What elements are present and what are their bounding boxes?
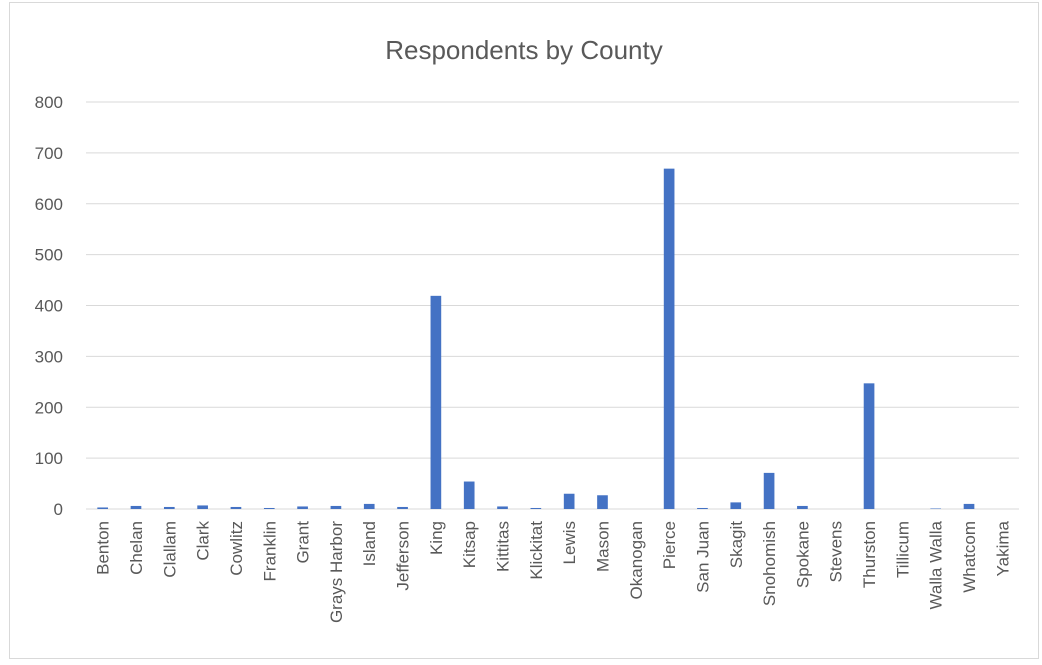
x-tick-label: Franklin [260, 521, 279, 581]
x-tick-label: Yakima [993, 520, 1012, 576]
x-tick-label: Whatcom [960, 521, 979, 593]
bar-island [363, 503, 375, 509]
bar-clark [197, 505, 208, 509]
x-tick-label: Skagit [727, 521, 746, 569]
bar-chelan [130, 505, 142, 509]
chart-title: Respondents by County [385, 35, 663, 65]
y-tick-label: 200 [35, 398, 63, 417]
x-tick-label: Cowlitz [227, 521, 246, 576]
bar-clallam [163, 506, 175, 509]
x-tick-label: Walla Walla [927, 520, 946, 609]
bar-san-juan [697, 507, 708, 509]
bar-franklin [263, 507, 275, 509]
x-tick-label: Tillicum [893, 521, 912, 578]
x-tick-label: Pierce [660, 521, 679, 569]
bars [97, 168, 975, 510]
y-tick-label: 300 [35, 347, 63, 366]
y-tick-label: 0 [54, 500, 63, 519]
x-tick-label: Island [360, 521, 379, 566]
x-tick-label: Klickitat [527, 521, 546, 580]
bar-thurston [863, 383, 875, 509]
x-tick-label: Benton [94, 521, 113, 575]
y-tick-label: 800 [35, 93, 63, 112]
y-tick-label: 600 [35, 195, 63, 214]
bar-spokane [797, 505, 808, 509]
x-tick-label: Clallam [160, 521, 179, 578]
x-tick-label: Kittitas [494, 521, 513, 572]
x-tick-label: San Juan [693, 521, 712, 593]
y-tick-label: 100 [35, 449, 63, 468]
x-tick-label: Chelan [127, 521, 146, 575]
bar-benton [97, 507, 108, 509]
x-tick-label: Spokane [793, 521, 812, 588]
bar-grays-harbor [330, 505, 342, 509]
chart-frame: Respondents by County 0 100 200 300 400 500 60… [9, 2, 1039, 659]
y-tick-label: 400 [35, 297, 63, 316]
x-tick-label: Lewis [560, 521, 579, 564]
bar-kitsap [463, 481, 475, 509]
x-axis-tick-labels: Benton Chelan Clallam Clark Cowlitz Franklin G… [94, 520, 1013, 623]
bar-pierce [663, 168, 675, 510]
bar-king [430, 295, 442, 509]
bar-walla-walla [930, 508, 942, 509]
bar-lewis [563, 493, 575, 509]
x-tick-label: Okanogan [627, 521, 646, 599]
bar-klickitat [530, 507, 542, 509]
x-tick-label: Mason [593, 521, 612, 572]
bar-cowlitz [230, 506, 242, 509]
y-axis-tick-labels: 0 100 200 300 400 500 600 700 800 [35, 93, 63, 519]
x-tick-label: Jefferson [394, 521, 413, 591]
bar-grant [297, 506, 308, 509]
bar-jefferson [397, 506, 408, 509]
bar-skagit [730, 502, 742, 509]
x-tick-label: King [427, 521, 446, 555]
bar-mason [597, 495, 608, 509]
gridlines [86, 101, 1019, 510]
bar-snohomish [763, 472, 775, 509]
bar-kittitas [497, 506, 508, 509]
x-tick-label: Thurston [860, 521, 879, 588]
x-tick-label: Stevens [827, 521, 846, 582]
bar-whatcom [963, 503, 975, 509]
chart-svg: Respondents by County 0 100 200 300 400 500 60… [35, 35, 1019, 623]
x-tick-label: Snohomish [760, 521, 779, 606]
y-tick-label: 700 [35, 144, 63, 163]
x-tick-label: Grant [294, 521, 313, 564]
x-tick-label: Grays Harbor [327, 521, 346, 623]
x-tick-label: Clark [194, 521, 213, 561]
x-tick-label: Kitsap [460, 521, 479, 568]
y-tick-label: 500 [35, 246, 63, 265]
